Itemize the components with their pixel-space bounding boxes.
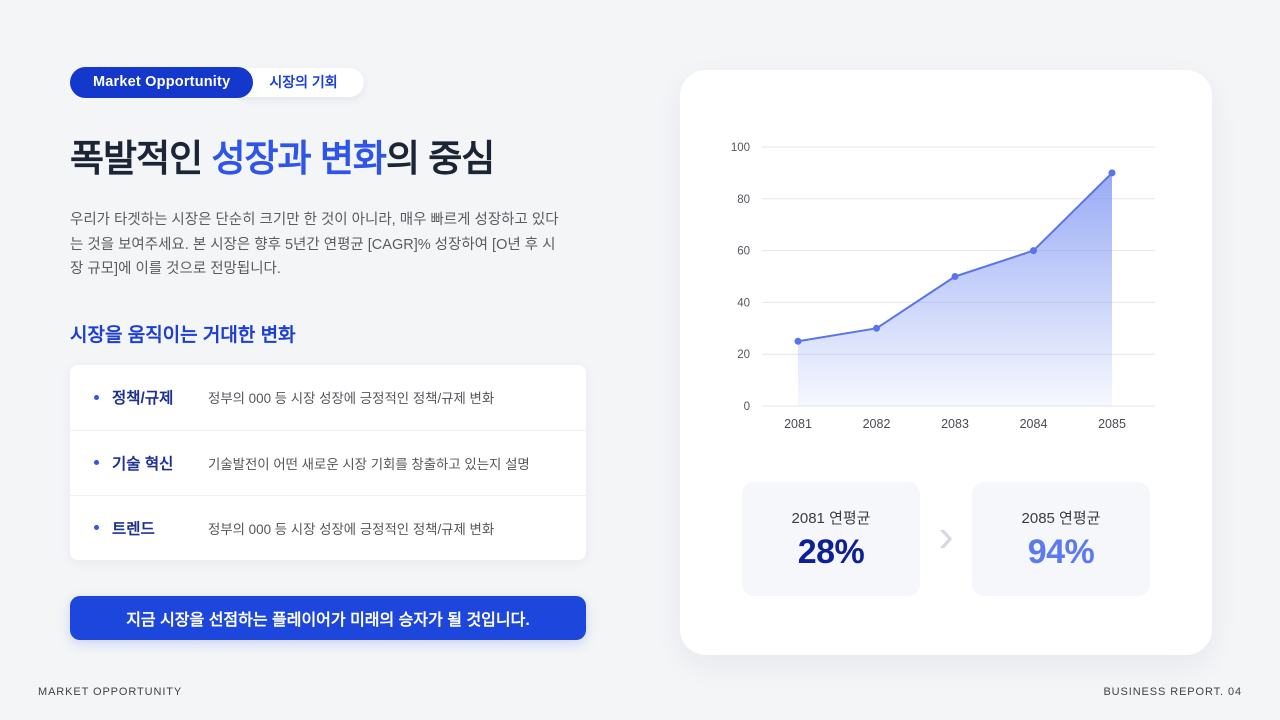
footer-section-label: MARKET OPPORTUNITY	[38, 686, 183, 698]
stat-box-2081: 2081 연평균 28%	[742, 482, 920, 596]
svg-text:2084: 2084	[1020, 417, 1048, 431]
market-preemption-cta-button[interactable]: 지금 시장을 선점하는 플레이어가 미래의 승자가 될 것입니다.	[70, 595, 586, 640]
bullet-icon	[94, 460, 99, 466]
market-opportunity-badge[interactable]: Market Opportunity	[70, 66, 254, 98]
korean-subtitle-badge: 시장의 기회	[235, 67, 364, 97]
stat-box-2085: 2085 연평균 94%	[971, 482, 1150, 596]
svg-text:20: 20	[737, 349, 750, 361]
change-description: 정부의 000 등 시장 성장에 긍정적인 정책/규제 변화	[208, 391, 495, 407]
stat-value: 94%	[1027, 533, 1095, 571]
stat-label: 2081 연평균	[791, 510, 871, 527]
chevron-right-icon: ›	[938, 509, 954, 561]
slide-title: 폭발적인 성장과 변화의 중심	[70, 128, 586, 182]
svg-text:2085: 2085	[1098, 417, 1126, 431]
stat-label: 2085 연평균	[1021, 510, 1101, 527]
stats-row: 2081 연평균 28% › 2085 연평균 94%	[742, 482, 1150, 596]
svg-text:0: 0	[744, 401, 750, 413]
market-growth-chart: 0 20 40 60 80 100 2081 2082 2083 2084 2085	[731, 142, 1155, 431]
change-row-policy[interactable]: 정책/규제 정부의 000 등 시장 성장에 긍정적인 정책/규제 변화	[70, 365, 586, 430]
title-pre: 폭발적인	[70, 138, 212, 179]
svg-text:40: 40	[737, 297, 750, 309]
slide-description: 우리가 타겟하는 시장은 단순히 크기만 한 것이 아니라, 매우 빠르게 성장…	[70, 212, 559, 278]
svg-text:60: 60	[737, 246, 750, 258]
change-description: 정부의 000 등 시장 성장에 긍정적인 정책/규제 변화	[208, 521, 495, 537]
footer-report-label: BUSINESS REPORT. 04	[1103, 686, 1242, 698]
change-row-trend[interactable]: 트렌드 정부의 000 등 시장 성장에 긍정적인 정책/규제 변화	[70, 494, 586, 560]
svg-text:2083: 2083	[941, 417, 969, 431]
badge-group: Market Opportunity 시장의 기회	[70, 66, 586, 98]
left-column: Market Opportunity 시장의 기회 폭발적인 성장과 변화의 중…	[70, 66, 586, 640]
change-description: 기술발전이 어떤 새로운 시장 기회를 창출하고 있는지 설명	[208, 456, 530, 472]
changes-heading: 시장을 움직이는 거대한 변화	[70, 324, 296, 346]
title-accent: 성장과 변화	[211, 138, 386, 179]
bullet-icon	[94, 525, 99, 531]
svg-text:100: 100	[731, 142, 750, 154]
svg-text:2081: 2081	[784, 417, 812, 431]
changes-card: 정책/규제 정부의 000 등 시장 성장에 긍정적인 정책/규제 변화 기술 …	[70, 364, 586, 560]
bullet-icon	[94, 394, 99, 400]
title-post: 의 중심	[385, 138, 495, 179]
change-label: 정책/규제	[112, 390, 174, 408]
svg-text:2082: 2082	[863, 417, 891, 431]
change-label: 기술 혁신	[112, 455, 174, 473]
market-growth-card: 0 20 40 60 80 100 2081 2082 2083 2084 2085 2081 연평…	[680, 70, 1212, 655]
change-row-technology[interactable]: 기술 혁신 기술발전이 어떤 새로운 시장 기회를 창출하고 있는지 설명	[70, 429, 586, 495]
stat-value: 28%	[797, 533, 865, 571]
change-label: 트렌드	[112, 520, 155, 538]
svg-text:80: 80	[737, 194, 750, 206]
